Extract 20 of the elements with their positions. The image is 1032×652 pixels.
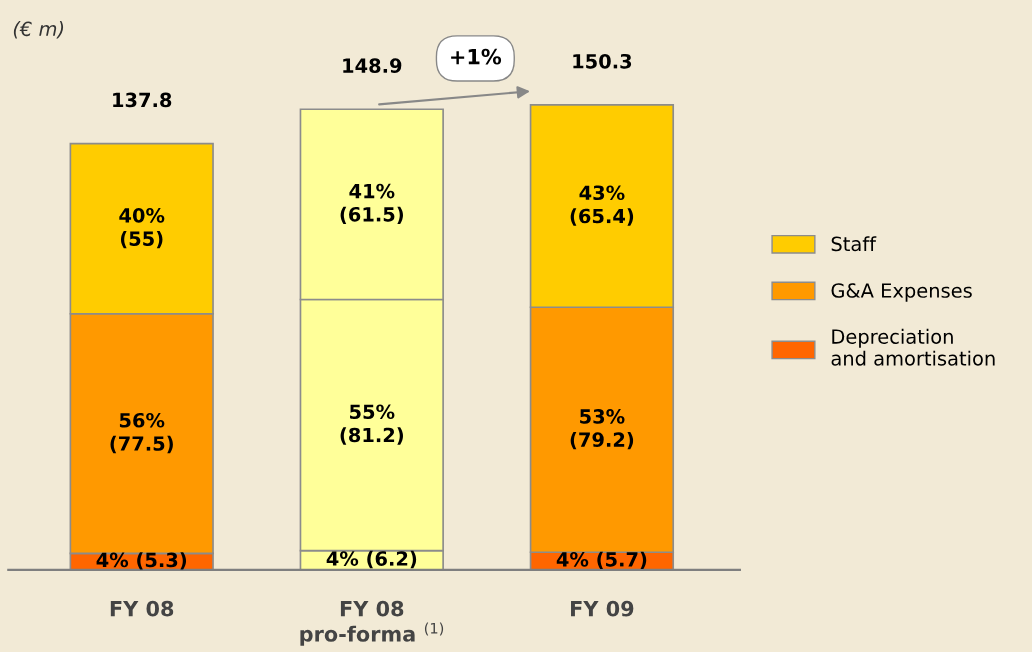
x-tick-label: FY 09 (571, 600, 634, 617)
x-tick-label: FY 08 (110, 600, 174, 617)
data-label: 55% (81.2) (340, 404, 403, 445)
data-label: 43% (65.4) (570, 185, 634, 226)
legend-label: Staff (831, 236, 877, 252)
legend-label: Depreciation and amortisation (831, 328, 995, 366)
total-label: 137.8 (113, 92, 172, 108)
legend-label: G&A Expenses (831, 283, 972, 302)
data-label: 56% (77.5) (110, 412, 173, 454)
data-label: 4% (6.2) (326, 550, 417, 569)
text: +1% (451, 48, 502, 65)
data-label: 40% (55) (119, 207, 165, 249)
text: (€ m) (13, 21, 64, 39)
x-tick-label: FY 08 pro-forma $^{(1)}$ (300, 600, 444, 646)
data-label: 41% (61.5) (340, 183, 403, 224)
data-label: 53% (79.2) (570, 409, 634, 450)
total-label: 148.9 (343, 58, 402, 73)
data-label: 4% (5.3) (96, 552, 187, 570)
total-label: 150.3 (573, 53, 632, 69)
data-label: 4% (5.7) (556, 551, 647, 569)
